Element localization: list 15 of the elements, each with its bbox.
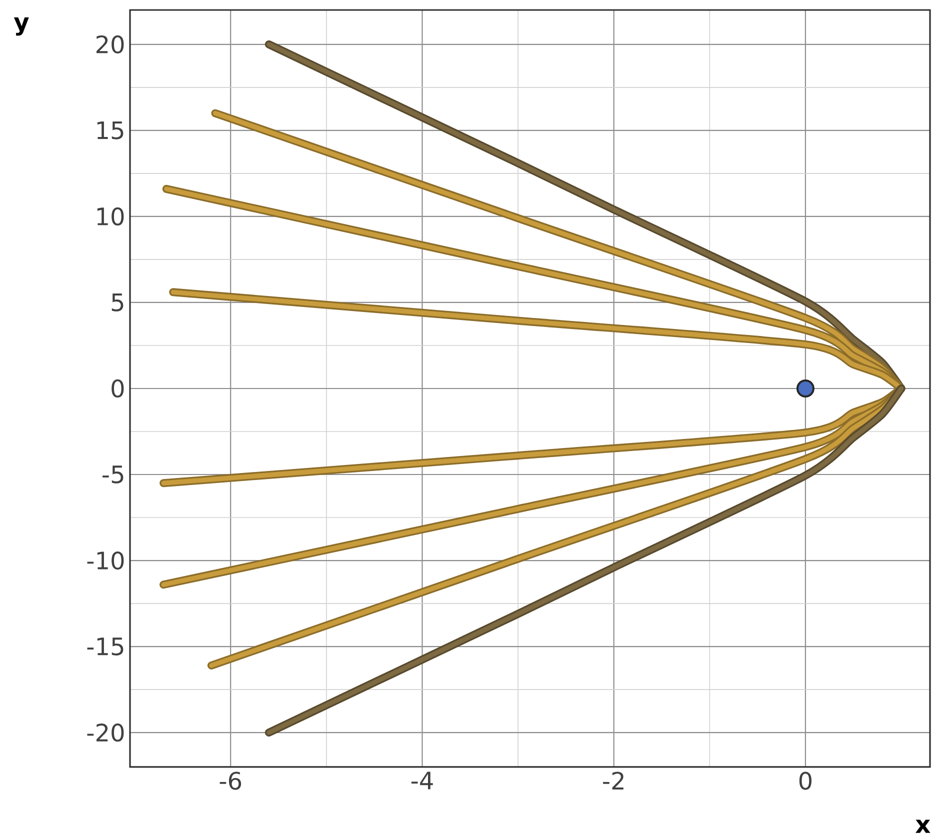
y-tick-label: 10 bbox=[97, 207, 124, 226]
x-tick-label: -6 bbox=[220, 772, 242, 790]
x-axis-title: x bbox=[916, 820, 930, 833]
y-tick-label: -20 bbox=[87, 723, 124, 742]
x-tick-label: 0 bbox=[799, 772, 812, 790]
y-tick-label: -10 bbox=[87, 551, 124, 570]
x-tick-label: -4 bbox=[411, 772, 433, 790]
y-tick-label: 5 bbox=[112, 294, 124, 312]
y-tick-label: 20 bbox=[96, 35, 124, 54]
y-tick-label: -15 bbox=[87, 638, 124, 656]
x-tick-label: -2 bbox=[603, 772, 624, 790]
y-tick-label: 0 bbox=[112, 379, 124, 398]
y-axis-title: y bbox=[14, 17, 29, 36]
y-tick-label: -5 bbox=[102, 466, 124, 484]
y-tick-label: 15 bbox=[97, 122, 124, 140]
